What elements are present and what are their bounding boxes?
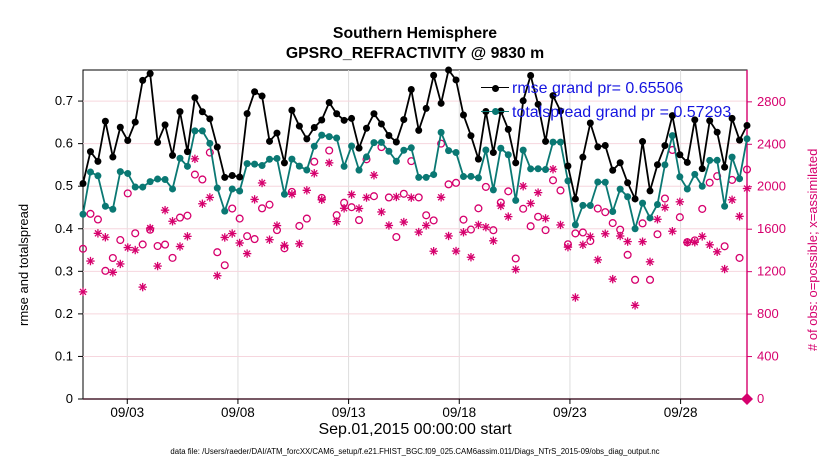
svg-text:0.7: 0.7 <box>55 93 73 108</box>
svg-text:0: 0 <box>757 391 764 406</box>
svg-text:2800: 2800 <box>757 94 786 109</box>
svg-text:0.4: 0.4 <box>55 221 73 236</box>
svg-text:800: 800 <box>757 306 779 321</box>
svg-text:0.3: 0.3 <box>55 263 73 278</box>
svg-text:1600: 1600 <box>757 221 786 236</box>
svg-text:0.6: 0.6 <box>55 136 73 151</box>
svg-text:2000: 2000 <box>757 179 786 194</box>
svg-text:09/13: 09/13 <box>332 405 366 420</box>
svg-text:0.1: 0.1 <box>55 348 73 363</box>
svg-text:0.2: 0.2 <box>55 306 73 321</box>
svg-text:2400: 2400 <box>757 136 786 151</box>
svg-text:09/28: 09/28 <box>664 405 698 420</box>
svg-text:1200: 1200 <box>757 264 786 279</box>
svg-text:0: 0 <box>66 391 73 406</box>
svg-text:0.5: 0.5 <box>55 178 73 193</box>
svg-text:09/23: 09/23 <box>553 405 587 420</box>
svg-text:09/18: 09/18 <box>442 405 476 420</box>
svg-text:400: 400 <box>757 349 779 364</box>
svg-text:09/08: 09/08 <box>221 405 255 420</box>
svg-text:09/03: 09/03 <box>110 405 144 420</box>
